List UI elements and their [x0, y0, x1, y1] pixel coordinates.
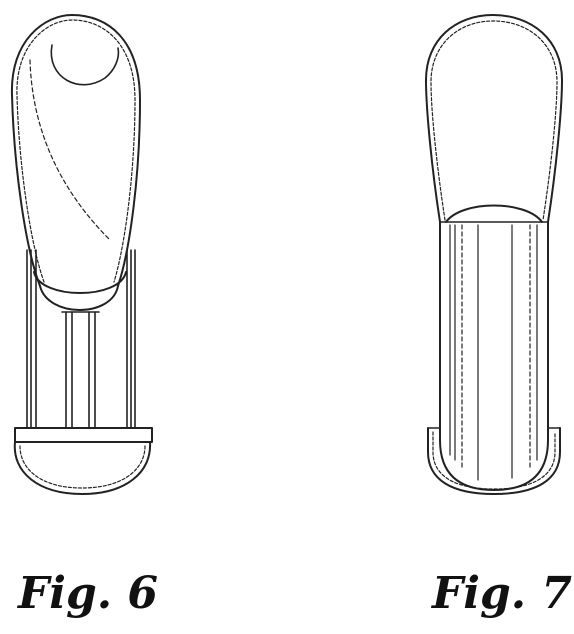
fig7-body-tube — [440, 222, 548, 440]
fig6-center-stem — [62, 312, 99, 428]
fig7-head-outline — [426, 15, 562, 222]
figure-6-drawing — [12, 15, 152, 494]
fig6-side-rails — [27, 250, 135, 428]
figure-6-label: Fig. 6 — [18, 572, 158, 616]
fig7-head-outline-inner — [431, 21, 557, 220]
fig7-bottom-cup — [428, 428, 560, 494]
fig6-base-dome — [15, 442, 150, 494]
fig6-shading-curve — [30, 60, 110, 240]
fig6-base-plate — [15, 428, 152, 442]
fig6-crescent-highlight — [51, 45, 118, 85]
fig6-base-dome-inner — [20, 446, 145, 488]
fig7-dome-transition — [446, 206, 542, 223]
fig7-body-shading-lines — [450, 225, 537, 480]
figure-7-label: Fig. 7 — [432, 572, 572, 616]
fig6-head-outline — [12, 15, 140, 286]
figure-7-drawing — [426, 15, 562, 494]
fig6-neck-collar — [34, 272, 126, 293]
